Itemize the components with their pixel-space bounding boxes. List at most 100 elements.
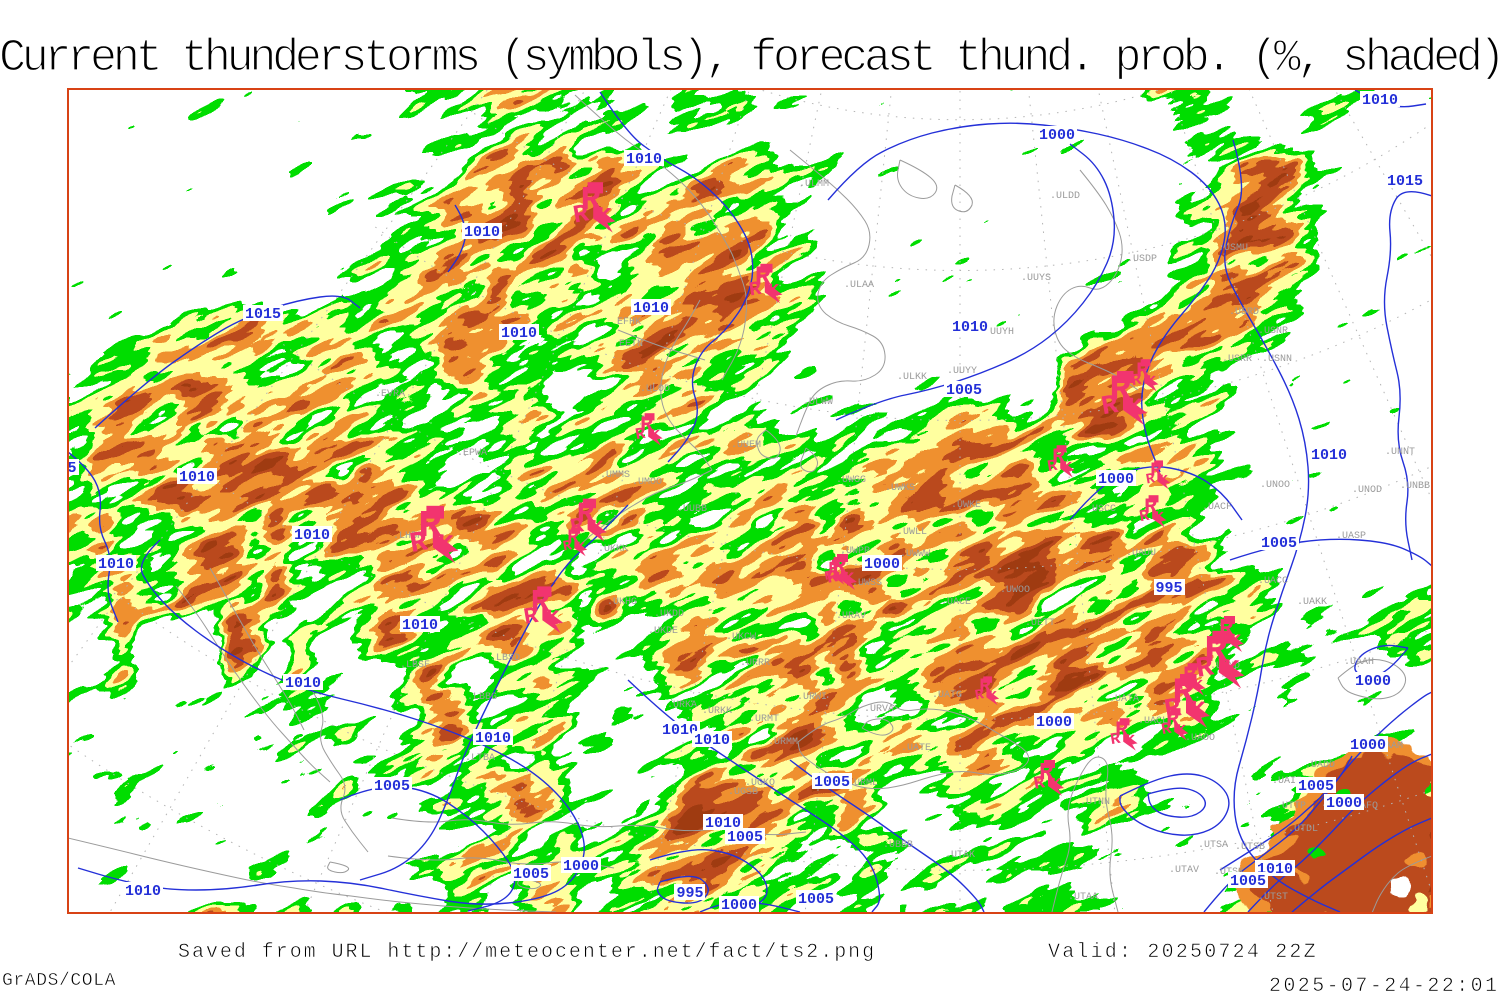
svg-text:1005: 1005 — [798, 891, 834, 908]
svg-text:1010: 1010 — [694, 732, 730, 749]
svg-text:R: R — [522, 604, 541, 632]
svg-text:1000: 1000 — [1039, 127, 1075, 144]
svg-text:.USDP: .USDP — [1127, 254, 1157, 265]
svg-text:.UETT: .UETT — [1025, 618, 1055, 629]
svg-text:1005: 1005 — [1230, 873, 1266, 890]
svg-text:1010: 1010 — [705, 815, 741, 832]
svg-text:1005: 1005 — [513, 866, 549, 883]
svg-text:.UWWW: .UWWW — [900, 549, 930, 560]
svg-text:1005: 1005 — [374, 778, 410, 795]
svg-text:R: R — [1099, 391, 1121, 423]
svg-text:1010: 1010 — [285, 675, 321, 692]
svg-text:.URMM: .URMM — [768, 737, 798, 748]
svg-text:.UBBB: .UBBB — [883, 840, 913, 851]
svg-text:.UACL: .UACL — [1138, 716, 1168, 727]
svg-text:.UKCW: .UKCW — [726, 632, 756, 643]
svg-text:.ULWW: .ULWW — [803, 397, 833, 408]
svg-text:.UWKS: .UWKS — [885, 483, 915, 494]
svg-text:R: R — [1160, 720, 1173, 739]
svg-text:.UUYS: .UUYS — [1021, 273, 1051, 284]
svg-text:.UACC: .UACC — [1258, 576, 1288, 587]
svg-text:1005: 1005 — [1261, 535, 1297, 552]
svg-text:5: 5 — [67, 460, 76, 477]
svg-text:.UTSA: .UTSA — [1198, 840, 1228, 851]
svg-text:EETN: EETN — [619, 339, 643, 350]
svg-text:R: R — [974, 687, 986, 704]
svg-text:.UKDE: .UKDE — [648, 626, 678, 637]
svg-text:995: 995 — [1155, 580, 1182, 597]
svg-text:1010: 1010 — [626, 151, 662, 168]
svg-text:1000: 1000 — [1036, 714, 1072, 731]
svg-text:.UAAM: .UAAM — [1373, 741, 1403, 752]
svg-text:.URKA: .URKA — [667, 700, 697, 711]
svg-text:.LBSF: .LBSF — [400, 660, 430, 671]
svg-text:1010: 1010 — [98, 556, 134, 573]
svg-text:.EVRA: .EVRA — [375, 389, 405, 400]
svg-text:R: R — [1046, 457, 1059, 476]
svg-text:R: R — [828, 560, 839, 579]
svg-text:.URML: .URML — [848, 778, 878, 789]
svg-text:.UUBB: .UUBB — [677, 504, 707, 515]
svg-text:.UUYY: .UUYY — [947, 366, 977, 377]
svg-text:R: R — [1109, 730, 1122, 749]
svg-text:.UACF: .UACF — [1202, 502, 1232, 513]
svg-text:.ULAA: .ULAA — [844, 280, 874, 291]
svg-text:.LHBP: .LHBP — [393, 531, 423, 542]
svg-text:1015: 1015 — [245, 306, 281, 323]
svg-text:R: R — [1138, 507, 1151, 526]
svg-text:1000: 1000 — [1355, 673, 1391, 690]
svg-text:.UAUU: .UAUU — [1126, 548, 1156, 559]
svg-text:.UADD: .UADD — [1305, 760, 1335, 771]
svg-text:1010: 1010 — [402, 617, 438, 634]
svg-text:.UASP: .UASP — [1336, 531, 1366, 542]
svg-text:.UUYH: .UUYH — [984, 327, 1014, 338]
svg-text:.UATG: .UATG — [932, 690, 962, 701]
svg-text:R: R — [1145, 471, 1157, 488]
svg-text:.UNOD: .UNOD — [1352, 485, 1382, 496]
svg-text:.UWOO: .UWOO — [1000, 585, 1030, 596]
svg-text:1000: 1000 — [563, 858, 599, 875]
svg-text:.USRR: .USRR — [1222, 354, 1252, 365]
svg-text:.USNR: .USNR — [1258, 326, 1288, 337]
svg-text:.USNN: .USNN — [1262, 354, 1292, 365]
svg-text:.USCC: .USCC — [1086, 504, 1116, 515]
svg-text:.UTDL: .UTDL — [1288, 824, 1318, 835]
svg-text:.ULKK: .ULKK — [897, 372, 927, 383]
svg-text:.UNBB: .UNBB — [1400, 481, 1430, 492]
svg-text:.LBBG: .LBBG — [467, 692, 497, 703]
svg-text:.UTSB: .UTSB — [1235, 842, 1265, 853]
svg-text:995: 995 — [676, 885, 703, 902]
svg-text:.UAAH: .UAAH — [1344, 657, 1374, 668]
svg-text:.EPWA: .EPWA — [457, 448, 487, 459]
svg-text:R: R — [634, 425, 647, 444]
svg-text:R: R — [1032, 773, 1046, 795]
svg-text:R: R — [824, 569, 834, 584]
svg-text:1010: 1010 — [294, 527, 330, 544]
svg-text:.URWI: .URWI — [797, 692, 827, 703]
svg-text:1000: 1000 — [1326, 795, 1362, 812]
svg-text:1010: 1010 — [633, 300, 669, 317]
svg-text:.LTBA: .LTBA — [465, 753, 495, 764]
svg-text:.UTAK: .UTAK — [945, 850, 975, 861]
svg-text:1000: 1000 — [1098, 471, 1134, 488]
svg-text:.UTAA: .UTAA — [1068, 892, 1098, 903]
svg-text:.UKDD: .UKDD — [654, 609, 684, 620]
svg-text:.UATA: .UATA — [1109, 694, 1139, 705]
svg-text:1010: 1010 — [475, 730, 511, 747]
svg-text:.URVA: .URVA — [864, 704, 894, 715]
svg-text:.URRR: .URRR — [740, 658, 770, 669]
svg-text:.UWKE: .UWKE — [951, 500, 981, 511]
svg-text:.ULDD: .ULDD — [1050, 191, 1080, 202]
svg-text:.URAV: .URAV — [836, 611, 866, 622]
svg-text:1005: 1005 — [946, 382, 982, 399]
svg-text:1015: 1015 — [1387, 173, 1423, 190]
svg-text:.UMOO: .UMOO — [632, 477, 662, 488]
svg-text:.UAII: .UAII — [1272, 776, 1302, 787]
svg-text:.LBSD: .LBSD — [490, 653, 520, 664]
svg-text:1010: 1010 — [662, 722, 698, 739]
svg-text:.UNOO: .UNOO — [1260, 480, 1290, 491]
svg-text:1005: 1005 — [727, 829, 763, 846]
svg-text:1010: 1010 — [501, 325, 537, 342]
svg-text:1000: 1000 — [1350, 737, 1386, 754]
svg-text:.UUEM: .UUEM — [731, 440, 761, 451]
